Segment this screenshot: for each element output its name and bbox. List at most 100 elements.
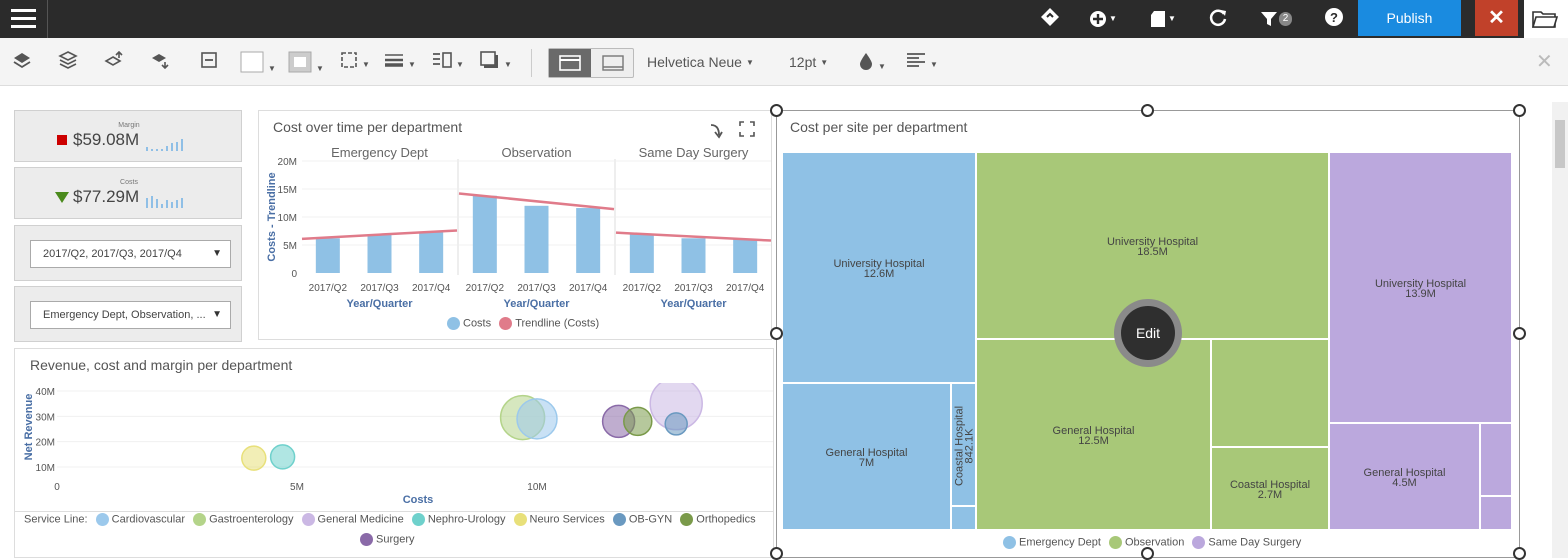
kpi-label: Margin [118, 122, 140, 129]
layer-stack-icon[interactable] [58, 51, 78, 75]
title-hidden-option[interactable] [593, 49, 633, 77]
treemap-tile[interactable] [1480, 496, 1512, 530]
cost-over-time-panel[interactable]: Cost over time per department 0 5M 10M 15M 2… [258, 110, 772, 340]
kpi-margin[interactable]: Margin $59.08M [14, 110, 242, 162]
legend-label: Nephro-Urology [427, 513, 506, 526]
send-backward-icon[interactable] [150, 51, 170, 75]
text-align-icon[interactable]: ▼ [906, 51, 938, 76]
expand-icon[interactable] [739, 121, 755, 142]
x-tick-label: 2017/Q3 [674, 283, 713, 294]
resize-handle[interactable] [1513, 104, 1526, 117]
revenue-cost-margin-panel[interactable]: Revenue, cost and margin per department … [14, 348, 774, 558]
treemap-tile[interactable]: University Hospital 13.9M [1329, 152, 1512, 423]
treemap-tile[interactable]: Coastal Hospital 2.7M [1211, 447, 1329, 530]
line-weight-icon[interactable]: ▼ [385, 54, 416, 70]
legend-swatch [499, 317, 513, 330]
refresh-icon[interactable] [1206, 7, 1230, 29]
bar [419, 231, 444, 273]
page-icon[interactable]: ▼ [1146, 7, 1180, 29]
toolbar-divider [531, 49, 532, 77]
resize-handle[interactable] [770, 104, 783, 117]
quarter-filter-select[interactable]: 2017/Q2, 2017/Q3, 2017/Q4 ▼ [30, 240, 231, 268]
align-middle-icon[interactable] [200, 51, 218, 75]
layers-icon[interactable] [12, 51, 32, 75]
down-triangle-icon [55, 192, 69, 203]
shadow-icon[interactable]: ▼ [480, 51, 512, 76]
title-visible-option[interactable] [549, 49, 591, 77]
resize-handle[interactable] [1141, 104, 1154, 117]
panel-header: Same Day Surgery [639, 145, 749, 160]
publish-button[interactable]: Publish [1358, 0, 1461, 36]
resize-handle[interactable] [1141, 547, 1154, 560]
svg-text:?: ? [1330, 10, 1338, 25]
add-icon[interactable]: ▼ [1086, 7, 1120, 29]
legend-label: Gastroenterology [209, 513, 294, 526]
x-tick-label: 2017/Q3 [360, 283, 399, 294]
kpi-value: $59.08M [73, 130, 140, 149]
treemap-label: Coastal Hospital 842.1K [953, 405, 976, 486]
resize-handle[interactable] [1513, 547, 1526, 560]
legend-label: Same Day Surgery [1208, 536, 1302, 549]
resize-handle[interactable] [770, 327, 783, 340]
treemap-tile[interactable]: General Hospital 4.5M [1329, 423, 1480, 530]
resize-handle[interactable] [770, 547, 783, 560]
service-line-legend: Service Line: Cardiovascular Gastroenter… [24, 513, 756, 526]
treemap-tile[interactable]: University Hospital 12.6M [782, 152, 976, 383]
y-tick-label: 15M [278, 185, 297, 196]
panel-title: Cost over time per department [273, 119, 463, 135]
text-color-icon[interactable]: ▼ [858, 51, 886, 78]
treemap-tile[interactable]: General Hospital 12.5M [976, 339, 1211, 530]
legend-label: Surgery [376, 533, 415, 546]
treemap-tile[interactable] [1211, 339, 1329, 447]
bar [367, 234, 392, 273]
border-color-icon[interactable]: ▼ [240, 51, 276, 80]
kpi-costs[interactable]: Costs $77.29M [14, 167, 242, 219]
menu-icon[interactable] [0, 0, 48, 38]
title-toggle[interactable] [548, 48, 634, 78]
treemap-label: University Hospital 12.6M [833, 257, 925, 280]
filter-icon[interactable]: 2 [1254, 7, 1298, 29]
close-toolbar-icon[interactable]: ✕ [1536, 51, 1553, 73]
y-tick-label: 20M [36, 438, 55, 449]
treemap-legend: Emergency Dept Observation Same Day Surg… [998, 536, 1301, 549]
x-tick-label: 0 [54, 482, 60, 493]
treemap-tile[interactable] [1480, 423, 1512, 496]
scrollbar-thumb[interactable] [1555, 120, 1565, 168]
bar [681, 238, 706, 273]
font-family-value: Helvetica Neue [647, 54, 742, 70]
resize-handle[interactable] [1513, 327, 1526, 340]
help-icon[interactable]: ? [1322, 7, 1346, 29]
treemap-tile[interactable]: Coastal Hospital 842.1K [951, 383, 976, 506]
close-button[interactable]: ✕ [1475, 0, 1518, 36]
top-bar: ▼ ▼ 2 ? Publish ✕ [0, 0, 1568, 38]
bring-forward-icon[interactable] [104, 50, 124, 75]
bubble [269, 444, 296, 470]
trendline [301, 229, 458, 241]
trendline [615, 231, 771, 242]
x-axis-label: Costs [403, 494, 434, 503]
department-filter-tile: Emergency Dept, Observation, ... ▼ [14, 286, 242, 342]
border-style-icon[interactable]: ▼ [340, 51, 370, 76]
y-tick-label: 30M [36, 412, 55, 423]
bar [576, 208, 601, 273]
x-tick-label: 2017/Q2 [466, 283, 505, 294]
font-family-select[interactable]: Helvetica Neue ▼ [647, 54, 754, 70]
legend-swatch [447, 317, 460, 330]
padding-icon[interactable]: ▼ [432, 51, 464, 76]
vertical-scrollbar[interactable] [1552, 102, 1568, 558]
font-size-select[interactable]: 12pt ▼ [789, 54, 829, 70]
folder-icon[interactable] [1522, 0, 1568, 38]
fill-color-icon[interactable]: ▼ [288, 51, 324, 80]
treemap-label: Coastal Hospital 2.7M [1229, 478, 1311, 501]
format-toolbar: ▼ ▼ ▼ ▼ ▼ ▼ Helvetica Neue ▼ 12pt ▼ ▼ ▼ ✕ [0, 38, 1568, 86]
edit-button[interactable]: Edit [1114, 299, 1182, 367]
diamond-icon[interactable] [1038, 7, 1062, 29]
y-tick-label: 10M [278, 213, 297, 224]
legend-label: Cardiovascular [111, 513, 186, 526]
drill-icon[interactable] [709, 123, 723, 144]
treemap-tile[interactable] [951, 506, 976, 530]
treemap-label: University Hospital 18.5M [1106, 235, 1199, 258]
department-filter-select[interactable]: Emergency Dept, Observation, ... ▼ [30, 301, 231, 329]
edit-label: Edit [1121, 306, 1175, 360]
treemap-tile[interactable]: General Hospital 7M [782, 383, 951, 530]
